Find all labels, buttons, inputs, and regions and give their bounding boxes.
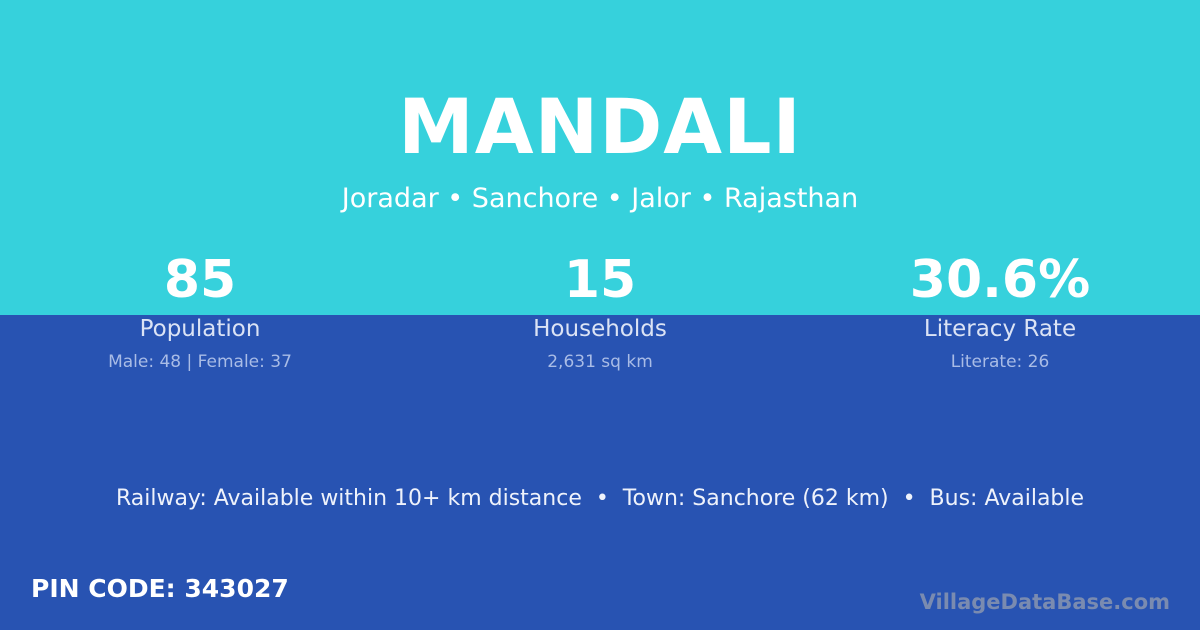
stat-detail: 2,631 sq km xyxy=(547,352,653,372)
stat-value: 15 xyxy=(563,250,637,310)
stat-literacy: 30.6% Literacy Rate Literate: 26 xyxy=(800,250,1200,372)
location-breadcrumb: Joradar • Sanchore • Jalor • Rajasthan xyxy=(341,183,859,214)
village-name: MANDALI xyxy=(398,82,802,171)
transport-info: Railway: Available within 10+ km distanc… xyxy=(115,486,1085,511)
header-band xyxy=(0,0,1200,315)
stat-value: 30.6% xyxy=(909,250,1091,310)
stat-label: Literacy Rate xyxy=(923,316,1077,342)
stat-population: 85 Population Male: 48 | Female: 37 xyxy=(0,250,400,372)
stat-detail: Male: 48 | Female: 37 xyxy=(108,352,292,372)
stat-households: 15 Households 2,631 sq km xyxy=(400,250,800,372)
stat-label: Population xyxy=(139,316,261,342)
brand-logo: VillageDataBase.com xyxy=(919,590,1170,614)
stat-value: 85 xyxy=(163,250,237,310)
stat-detail: Literate: 26 xyxy=(950,352,1050,372)
info-band xyxy=(0,315,1200,630)
pin-code: PIN CODE: 343027 xyxy=(31,574,289,603)
stat-label: Households xyxy=(533,316,667,342)
